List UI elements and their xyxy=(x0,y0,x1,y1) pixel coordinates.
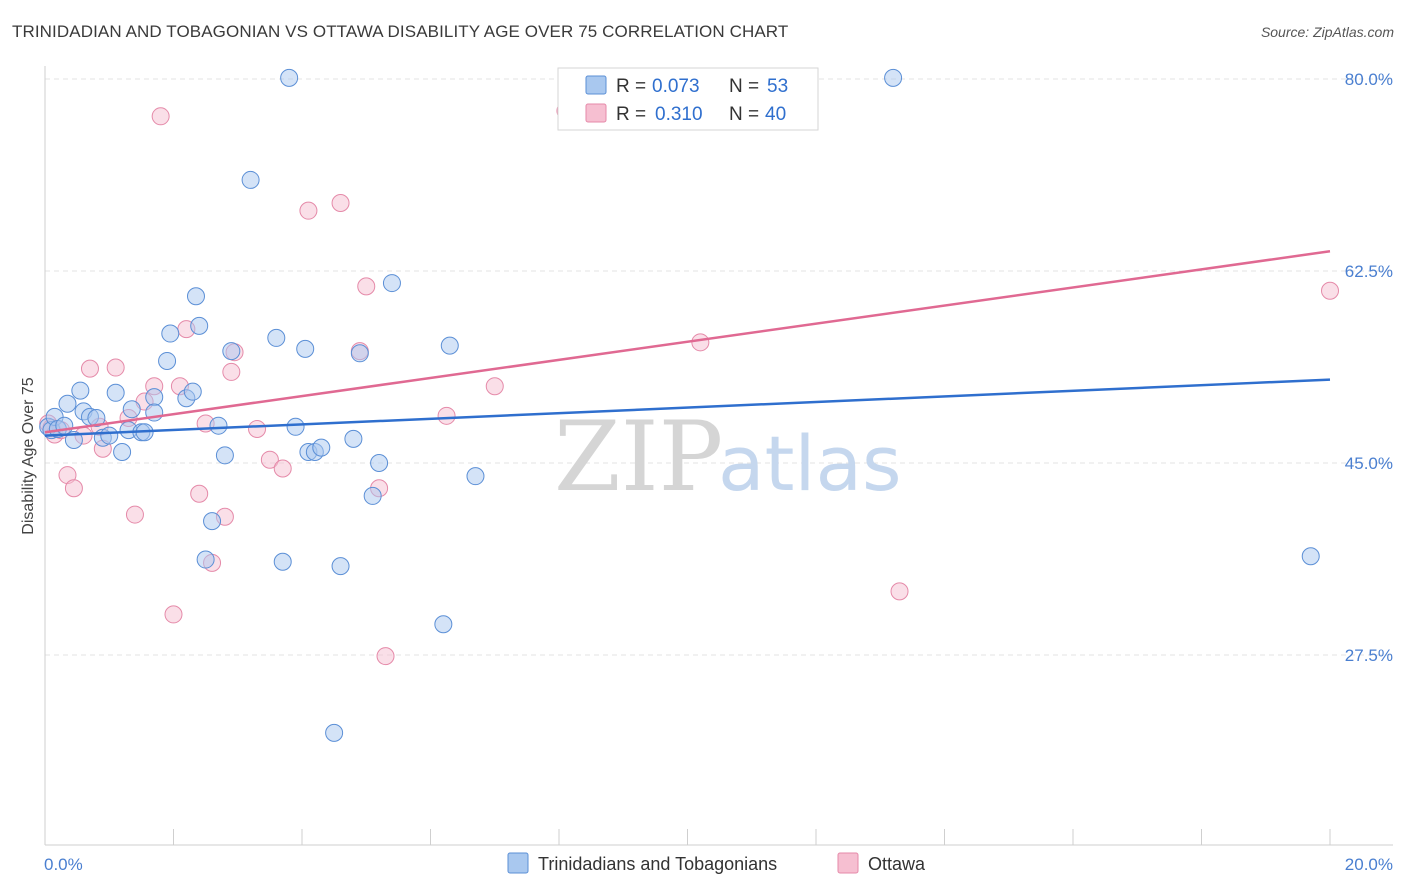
trend-lines xyxy=(44,250,1331,437)
ottawa-point-10 xyxy=(106,358,125,377)
trinidadian-point-10 xyxy=(87,409,106,428)
ottawa-point-16 xyxy=(164,605,183,624)
ottawa-point-5 xyxy=(64,479,83,498)
trinidadian-point-34 xyxy=(273,552,292,571)
y-tick-label-2: 62.5% xyxy=(1345,262,1393,281)
series-ottawa-points xyxy=(39,101,1339,666)
trinidadian-point-43 xyxy=(344,429,363,448)
legend-r-label-2: R = xyxy=(616,104,646,125)
trinidadian-point-5 xyxy=(58,394,77,413)
legend-n-value-2: 40 xyxy=(765,104,786,125)
legend-r-value-2: 0.310 xyxy=(655,104,703,125)
trinidadian-point-47 xyxy=(382,274,401,293)
trinidadian-point-49 xyxy=(440,336,459,355)
axes xyxy=(44,66,1393,846)
y-tick-label-3: 80.0% xyxy=(1345,70,1393,89)
trend-line-trinidadian xyxy=(44,378,1331,437)
y-tick-labels: 27.5% 45.0% 62.5% 80.0% xyxy=(1345,70,1393,665)
trinidadian-point-52 xyxy=(1301,547,1320,566)
legend-r-value-1: 0.073 xyxy=(652,76,700,97)
trinidadian-point-25 xyxy=(186,287,205,306)
ottawa-point-28 xyxy=(299,201,318,220)
trinidadian-point-48 xyxy=(434,615,453,634)
trinidadian-point-27 xyxy=(196,550,215,569)
trinidadian-point-21 xyxy=(158,351,177,370)
bottom-legend-label-2: Ottawa xyxy=(868,854,926,874)
ottawa-point-23 xyxy=(222,362,241,381)
ottawa-point-35 xyxy=(485,377,504,396)
watermark-atlas: atlas xyxy=(718,419,902,508)
legend: R = 0.073 N = 53 R = 0.310 N = 40 xyxy=(557,67,819,131)
ottawa-point-25 xyxy=(248,419,267,438)
trinidadian-point-16 xyxy=(122,400,141,419)
ottawa-point-7 xyxy=(80,359,99,378)
ottawa-point-34 xyxy=(437,406,456,425)
y-tick-label-0: 27.5% xyxy=(1345,646,1393,665)
bottom-legend-swatch-pink xyxy=(837,852,859,874)
bottom-legend-swatch-blue xyxy=(507,852,529,874)
ottawa-point-26 xyxy=(260,450,279,469)
ottawa-point-29 xyxy=(331,193,350,212)
trinidadian-point-7 xyxy=(71,381,90,400)
source-label: Source: ZipAtlas.com xyxy=(1260,24,1394,40)
legend-n-label-2: N = xyxy=(729,104,759,125)
gridlines xyxy=(45,78,1393,656)
y-tick-label-1: 45.0% xyxy=(1345,454,1393,473)
legend-swatch-pink xyxy=(585,103,607,123)
trinidadian-point-22 xyxy=(161,324,180,343)
trinidadian-point-44 xyxy=(350,344,369,363)
trinidadian-point-33 xyxy=(267,328,286,347)
legend-n-label-1: N = xyxy=(729,76,759,97)
trinidadian-point-36 xyxy=(286,417,305,436)
trinidadian-point-32 xyxy=(241,170,260,189)
trinidadian-point-28 xyxy=(203,512,222,531)
x-tick-labels: 0.0% 20.0% xyxy=(44,855,1393,874)
legend-n-value-1: 53 xyxy=(767,76,788,97)
ottawa-point-38 xyxy=(890,582,909,601)
trinidadian-point-37 xyxy=(296,339,315,358)
trinidadian-point-12 xyxy=(100,426,119,445)
chart-title: TRINIDADIAN AND TOBAGONIAN VS OTTAWA DIS… xyxy=(12,22,789,41)
trinidadian-point-19 xyxy=(145,388,164,407)
trinidadian-point-30 xyxy=(215,446,234,465)
trinidadian-point-46 xyxy=(370,454,389,472)
trinidadian-point-51 xyxy=(884,68,903,87)
watermark-zip: ZIP xyxy=(554,401,723,513)
x-tick-label-0: 0.0% xyxy=(44,855,83,874)
bottom-legend-label-1: Trinidadians and Tobagonians xyxy=(538,854,777,874)
ottawa-point-33 xyxy=(376,647,395,666)
trend-line-ottawa xyxy=(44,250,1331,434)
watermark: ZIP atlas xyxy=(554,401,902,513)
ottawa-point-19 xyxy=(190,484,209,503)
ottawa-point-39 xyxy=(1321,281,1339,300)
trinidadian-point-13 xyxy=(106,383,125,402)
legend-swatch-blue xyxy=(585,75,607,95)
trinidadian-point-50 xyxy=(466,467,485,486)
trinidadian-point-40 xyxy=(312,438,331,457)
trinidadian-point-26 xyxy=(190,316,209,335)
trinidadian-point-14 xyxy=(113,443,132,462)
trinidadian-point-41 xyxy=(325,723,344,742)
ottawa-point-15 xyxy=(151,107,170,126)
ottawa-point-31 xyxy=(357,277,376,296)
ottawa-point-12 xyxy=(125,505,144,524)
trinidadian-point-24 xyxy=(183,382,202,401)
bottom-legend: Trinidadians and Tobagonians Ottawa xyxy=(507,852,926,874)
ottawa-point-27 xyxy=(273,459,292,478)
ottawa-point-37 xyxy=(691,333,710,352)
legend-r-label-1: R = xyxy=(616,76,646,97)
y-axis-label: Disability Age Over 75 xyxy=(20,377,37,535)
trinidadian-point-45 xyxy=(363,486,382,505)
trinidadian-point-31 xyxy=(222,342,241,361)
trinidadian-point-35 xyxy=(280,68,299,87)
trinidadian-point-29 xyxy=(209,416,228,435)
trinidadian-point-42 xyxy=(331,557,350,576)
x-tick-label-1: 20.0% xyxy=(1345,855,1393,874)
